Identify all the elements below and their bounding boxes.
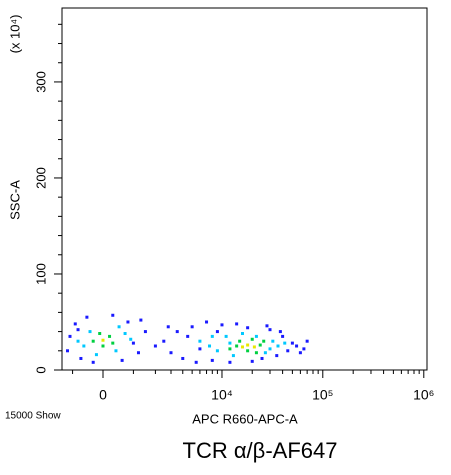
y-tick-label: 100: [33, 263, 48, 285]
event-dot: [98, 332, 102, 336]
event-dot: [250, 337, 254, 341]
event-dot: [101, 344, 105, 348]
event-dot: [66, 349, 70, 353]
event-dot: [268, 328, 272, 332]
event-dot: [271, 339, 275, 343]
y-tick-label: 300: [33, 71, 48, 93]
event-dot: [254, 334, 258, 338]
event-dot: [228, 347, 232, 351]
event-dot: [246, 343, 250, 347]
x-tick-label: 10⁶: [413, 387, 434, 403]
event-dot: [91, 339, 95, 343]
event-dot: [108, 334, 112, 338]
event-dot: [231, 354, 235, 358]
event-dot: [215, 349, 219, 353]
event-dot: [263, 351, 267, 355]
event-dot: [210, 334, 214, 338]
event-dot: [198, 347, 202, 351]
plot-frame: [61, 7, 428, 371]
event-dot: [224, 334, 228, 338]
event-dot: [85, 315, 89, 319]
y-tick-label: 0: [33, 366, 48, 373]
event-count: 15000 Show: [5, 411, 61, 422]
event-dot: [139, 318, 143, 322]
event-dot: [254, 351, 258, 355]
event-dot: [117, 325, 121, 329]
event-dot: [268, 347, 272, 351]
event-dot: [305, 339, 309, 343]
event-dot: [126, 320, 130, 324]
event-dot: [278, 330, 282, 334]
event-dot: [123, 332, 127, 336]
event-dot: [153, 344, 157, 348]
x-tick-label: 10⁴: [211, 387, 233, 403]
event-dot: [210, 358, 214, 362]
event-dot: [136, 351, 140, 355]
event-dot: [129, 337, 133, 341]
y-axis-label: SSC-A: [7, 180, 22, 220]
event-dot: [91, 360, 95, 364]
event-dot: [235, 322, 239, 326]
event-dot: [143, 330, 147, 334]
event-dot: [260, 356, 264, 360]
event-dot: [295, 344, 299, 348]
event-dot: [262, 339, 266, 343]
event-dot: [190, 325, 194, 329]
event-dot: [235, 344, 239, 348]
event-dot: [162, 339, 166, 343]
event-dot: [208, 344, 212, 348]
event-dot: [73, 322, 77, 326]
event-dot: [194, 360, 198, 364]
event-dot: [258, 343, 262, 347]
event-dot: [114, 349, 118, 353]
event-dot: [101, 338, 105, 342]
event-dot: [76, 339, 80, 343]
event-dot: [302, 347, 306, 351]
event-dot: [276, 344, 280, 348]
x-axis-label: APC R660-APC-A: [192, 411, 298, 426]
event-dot: [181, 356, 185, 360]
event-dot: [290, 341, 294, 345]
event-dot: [275, 354, 279, 358]
event-dot: [169, 351, 173, 355]
event-dot: [240, 345, 244, 349]
event-dot: [246, 349, 250, 353]
event-dot: [76, 328, 80, 332]
event-dot: [111, 313, 115, 317]
event-dot: [82, 344, 86, 348]
event-dot: [238, 339, 242, 343]
x-tick-label: 10⁵: [312, 387, 333, 403]
event-dot: [228, 360, 232, 364]
event-dot: [166, 325, 170, 329]
y-tick-label: 200: [33, 167, 48, 189]
x-tick-label: 0: [99, 387, 107, 403]
event-dot: [220, 323, 224, 327]
event-dot: [246, 326, 250, 330]
event-dot: [94, 353, 98, 357]
event-dot: [186, 334, 190, 338]
event-dot: [205, 320, 209, 324]
event-dot: [283, 341, 287, 345]
event-dot: [68, 334, 72, 338]
event-dot: [198, 339, 202, 343]
event-dot: [240, 332, 244, 336]
event-dot: [79, 356, 83, 360]
event-dot: [265, 324, 269, 328]
y-multiplier: (x 10⁴): [7, 15, 22, 54]
event-dot: [215, 330, 219, 334]
event-dot: [120, 358, 124, 362]
event-dot: [281, 334, 285, 338]
event-dot: [111, 341, 115, 345]
event-dot: [250, 359, 254, 363]
event-dot: [286, 349, 290, 353]
event-dot: [175, 330, 179, 334]
event-dot: [131, 341, 135, 345]
event-dot: [88, 330, 92, 334]
event-dot: [298, 351, 302, 355]
caption: TCR α/β-AF647: [183, 438, 338, 463]
event-dot: [252, 345, 256, 349]
event-dot: [228, 341, 232, 345]
